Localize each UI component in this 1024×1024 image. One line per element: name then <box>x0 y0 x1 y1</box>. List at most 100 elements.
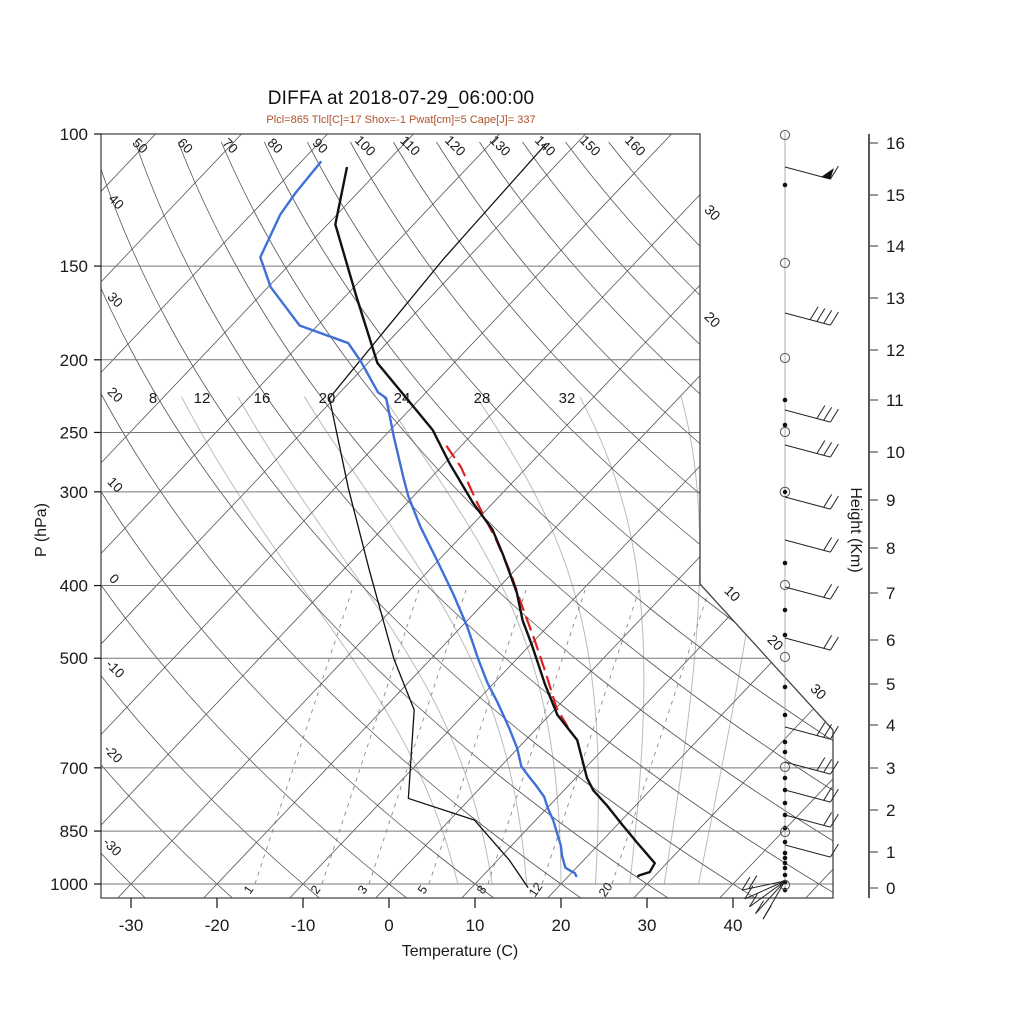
svg-text:4: 4 <box>886 716 895 735</box>
svg-text:-20: -20 <box>205 916 230 935</box>
svg-text:-30: -30 <box>100 835 124 859</box>
page-title: DIFFA at 2018-07-29_06:00:00 <box>267 88 535 109</box>
svg-text:12: 12 <box>886 341 905 360</box>
svg-text:30: 30 <box>105 289 126 310</box>
wind-barb <box>784 165 839 180</box>
wind-barb <box>741 875 786 891</box>
temperature-line <box>334 166 656 878</box>
secondary-profile-line <box>328 142 547 888</box>
svg-text:8: 8 <box>886 539 895 558</box>
svg-text:12: 12 <box>526 880 545 899</box>
svg-text:60: 60 <box>175 135 196 156</box>
svg-text:0: 0 <box>886 879 895 898</box>
temperature-axis: -30 -20 -10 0 10 20 30 40 Temperature (C) <box>119 898 743 960</box>
svg-text:28: 28 <box>474 390 491 407</box>
svg-text:80: 80 <box>265 135 286 156</box>
svg-text:3: 3 <box>886 759 895 778</box>
grid <box>101 134 833 898</box>
svg-text:16: 16 <box>254 390 271 407</box>
svg-text:40: 40 <box>106 191 127 212</box>
svg-text:7: 7 <box>886 584 895 603</box>
svg-text:2: 2 <box>308 883 323 897</box>
svg-text:6: 6 <box>886 631 895 650</box>
svg-text:100: 100 <box>352 133 379 160</box>
svg-text:20: 20 <box>552 916 571 935</box>
svg-text:14: 14 <box>886 237 905 256</box>
wind-barb <box>784 812 839 828</box>
wind-barb-column <box>741 129 839 920</box>
svg-text:850: 850 <box>60 822 88 841</box>
wind-barb <box>784 635 839 651</box>
svg-text:1: 1 <box>241 883 256 897</box>
svg-text:9: 9 <box>886 491 895 510</box>
svg-text:250: 250 <box>60 423 88 442</box>
svg-text:-10: -10 <box>291 916 316 935</box>
svg-text:11: 11 <box>886 391 904 410</box>
wind-barb <box>784 757 839 775</box>
svg-text:5: 5 <box>415 883 430 897</box>
wind-barb <box>784 405 839 423</box>
svg-text:8: 8 <box>474 883 489 897</box>
svg-text:P (hPa): P (hPa) <box>33 503 50 557</box>
svg-text:30: 30 <box>701 201 723 223</box>
svg-text:150: 150 <box>60 257 88 276</box>
svg-text:3: 3 <box>355 883 370 897</box>
svg-text:20: 20 <box>596 880 615 899</box>
plot-border <box>100 133 834 899</box>
svg-text:20: 20 <box>105 384 126 405</box>
grid-isobars <box>101 134 833 885</box>
svg-text:-30: -30 <box>119 916 144 935</box>
sounding-indices-subtitle: Plcl=865 Tlcl[C]=17 Shox=-1 Pwat[cm]=5 C… <box>266 114 536 126</box>
wind-barb <box>784 537 839 553</box>
svg-text:32: 32 <box>559 390 576 407</box>
svg-text:20: 20 <box>319 390 336 407</box>
svg-text:-10: -10 <box>103 657 127 681</box>
svg-text:160: 160 <box>622 133 649 160</box>
svg-text:500: 500 <box>60 649 88 668</box>
grid-label-layer: 50 60 70 80 90 100 110 120 130 140 150 160403020100… <box>100 133 830 900</box>
svg-text:1000: 1000 <box>50 875 88 894</box>
dewpoint-line <box>259 160 578 878</box>
wind-barb <box>748 880 786 908</box>
grid-dry-adiabats <box>101 141 833 898</box>
svg-text:40: 40 <box>724 916 743 935</box>
svg-text:2: 2 <box>886 801 895 820</box>
svg-text:130: 130 <box>487 133 514 160</box>
wind-barb <box>784 584 839 600</box>
wind-barb <box>784 440 839 458</box>
svg-text:0: 0 <box>106 571 122 587</box>
svg-text:12: 12 <box>194 390 211 407</box>
svg-text:300: 300 <box>60 483 88 502</box>
svg-text:0: 0 <box>384 916 393 935</box>
svg-text:30: 30 <box>638 916 657 935</box>
pressure-axis: 100 150 200 250 300 400 500 700 850 1000 P (hPa) <box>33 125 101 894</box>
wind-barb <box>755 880 786 915</box>
svg-text:10: 10 <box>721 582 743 604</box>
svg-text:30: 30 <box>807 680 829 702</box>
svg-text:1: 1 <box>886 843 895 862</box>
svg-text:700: 700 <box>60 759 88 778</box>
svg-text:150: 150 <box>577 133 604 160</box>
svg-text:13: 13 <box>886 289 905 308</box>
svg-text:24: 24 <box>394 390 411 407</box>
svg-text:120: 120 <box>442 133 469 160</box>
svg-text:10: 10 <box>466 916 485 935</box>
grid-moist-adiabats <box>181 396 770 885</box>
wind-barb <box>784 306 839 326</box>
svg-text:Temperature (C): Temperature (C) <box>402 943 518 960</box>
svg-text:100: 100 <box>60 125 88 144</box>
svg-text:10: 10 <box>886 443 905 462</box>
svg-text:20: 20 <box>701 308 723 330</box>
wind-barb <box>762 880 786 920</box>
grid-mixing-ratio-lines <box>254 589 710 885</box>
svg-text:50: 50 <box>130 135 151 156</box>
svg-text:400: 400 <box>60 577 88 596</box>
svg-text:5: 5 <box>886 675 895 694</box>
svg-text:16: 16 <box>886 134 905 153</box>
svg-text:15: 15 <box>886 186 905 205</box>
wind-barb <box>784 722 839 740</box>
svg-text:8: 8 <box>149 390 157 407</box>
